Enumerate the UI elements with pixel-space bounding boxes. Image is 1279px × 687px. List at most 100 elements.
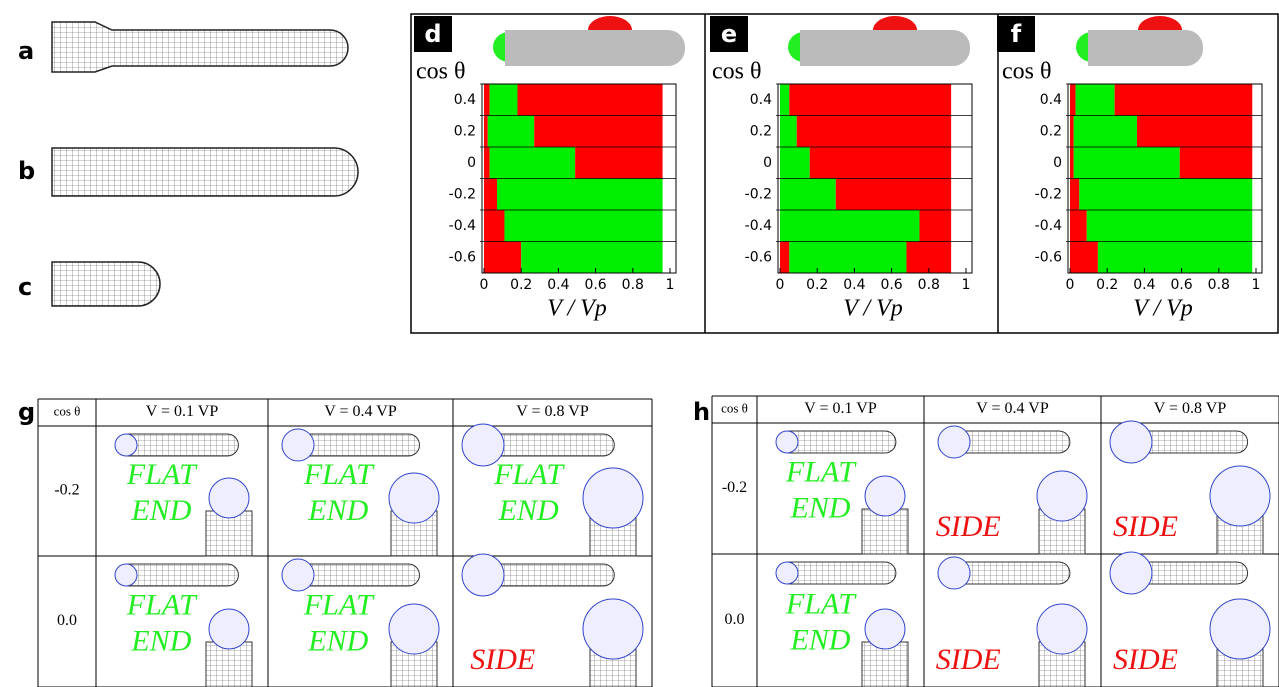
bar-segment <box>810 147 951 179</box>
bar-segment <box>780 210 920 242</box>
capsule-c <box>52 262 160 306</box>
x-tick-label: 0 <box>776 277 785 293</box>
bar-segment <box>780 147 810 179</box>
bar-segment <box>789 242 906 274</box>
figure: abcdcos θV / Vp0.40.20-0.2-0.4-0.600.20.… <box>0 0 1279 687</box>
droplet-drawing <box>776 562 798 584</box>
panel-label: h <box>693 398 710 426</box>
droplet-drawing <box>938 426 970 458</box>
bar-segment <box>1076 84 1115 116</box>
outcome-label: END <box>307 624 368 657</box>
panel-label: e <box>721 20 737 48</box>
outcome-label: FLAT <box>303 458 375 491</box>
bar-segment <box>1087 210 1253 242</box>
capsule-b <box>52 148 358 196</box>
y-tick-label: 0.2 <box>750 123 772 139</box>
bar-segment <box>1070 116 1074 148</box>
x-tick-label: 0.4 <box>547 277 569 293</box>
bar-segment <box>1079 179 1252 211</box>
y-tick-label: 0 <box>1053 155 1062 171</box>
rod <box>800 30 970 66</box>
bar-segment <box>1137 116 1252 148</box>
droplet-drawing <box>282 559 314 591</box>
droplet-drawing <box>776 431 798 453</box>
outcome-label: END <box>498 494 559 527</box>
bar-segment <box>780 84 789 116</box>
x-tick-label: 0.8 <box>918 277 940 293</box>
x-tick-label: 1 <box>666 277 675 293</box>
bar-segment <box>490 84 518 116</box>
panel-label: d <box>424 20 441 48</box>
droplet-drawing <box>583 468 643 528</box>
bar-segment <box>521 242 662 274</box>
x-tick-label: 0.6 <box>880 277 902 293</box>
y-tick-label: -0.6 <box>449 249 476 265</box>
x-tick-label: 0.6 <box>584 277 606 293</box>
x-tick-label: 0 <box>480 277 489 293</box>
x-tick-label: 0.2 <box>806 277 828 293</box>
droplet-drawing <box>115 434 137 456</box>
droplet-drawing <box>1210 599 1270 659</box>
droplet-drawing <box>209 478 249 518</box>
outcome-label: FLAT <box>493 458 565 491</box>
droplet-drawing <box>389 604 439 654</box>
y-tick-label: 0.4 <box>1040 92 1062 108</box>
bar-segment <box>797 116 951 148</box>
droplet-drawing <box>865 609 905 649</box>
bar-segment <box>780 242 789 274</box>
outcome-label: END <box>130 494 191 527</box>
outcome-label: END <box>130 624 191 657</box>
bar-segment <box>484 116 488 148</box>
y-tick-label: -0.2 <box>1035 186 1062 202</box>
x-tick-label: 1 <box>962 277 971 293</box>
x-tick-label: 0.4 <box>843 277 865 293</box>
row-label: -0.2 <box>722 479 747 496</box>
outcome-label: FLAT <box>303 588 375 621</box>
droplet-drawing <box>1110 421 1152 463</box>
table-header: V = 0.8 VP <box>1154 400 1227 417</box>
outcome-label: SIDE <box>936 643 1001 676</box>
y-tick-label: 0 <box>763 155 772 171</box>
capsule-a <box>52 22 348 72</box>
droplet-drawing <box>1037 471 1087 521</box>
droplet-drawing <box>115 564 137 586</box>
y-tick-label: -0.2 <box>449 186 476 202</box>
y-tick-label: -0.2 <box>745 186 772 202</box>
droplet-drawing <box>583 599 643 659</box>
panel-label: g <box>18 398 35 426</box>
x-axis-title: V / Vp <box>547 296 607 322</box>
table-header: cos θ <box>721 400 748 415</box>
outcome-label: SIDE <box>470 643 535 676</box>
bar-segment <box>1070 84 1076 116</box>
bar-segment <box>484 179 497 211</box>
droplet-drawing <box>282 429 314 461</box>
table-header: V = 0.1 VP <box>804 400 877 417</box>
x-tick-label: 0.6 <box>1170 277 1192 293</box>
table-header: cos θ <box>54 403 81 418</box>
x-tick-label: 0 <box>1066 277 1075 293</box>
bar-segment <box>1098 242 1252 274</box>
bar-segment <box>1074 147 1180 179</box>
bar-segment <box>517 84 662 116</box>
x-axis-title: V / Vp <box>1133 296 1193 322</box>
row-label: -0.2 <box>54 482 79 499</box>
table-header: V = 0.4 VP <box>976 400 1049 417</box>
droplet-drawing <box>1037 604 1087 654</box>
droplet-drawing <box>865 476 905 516</box>
bar-segment <box>504 210 662 242</box>
droplet-drawing <box>1110 552 1152 594</box>
droplet-drawing <box>1210 466 1270 526</box>
bar-segment <box>1074 116 1137 148</box>
bar-segment <box>488 116 534 148</box>
panel-label: c <box>18 273 32 301</box>
row-label: 0.0 <box>725 611 745 628</box>
rod <box>505 30 685 66</box>
bar-segment <box>780 116 797 148</box>
x-tick-label: 1 <box>1252 277 1261 293</box>
y-axis-title: cos θ <box>1002 59 1052 85</box>
bar-segment <box>920 210 952 242</box>
bar-segment <box>534 116 662 148</box>
y-tick-label: 0.4 <box>750 92 772 108</box>
y-axis-title: cos θ <box>712 59 762 85</box>
panel-label: b <box>18 157 35 185</box>
